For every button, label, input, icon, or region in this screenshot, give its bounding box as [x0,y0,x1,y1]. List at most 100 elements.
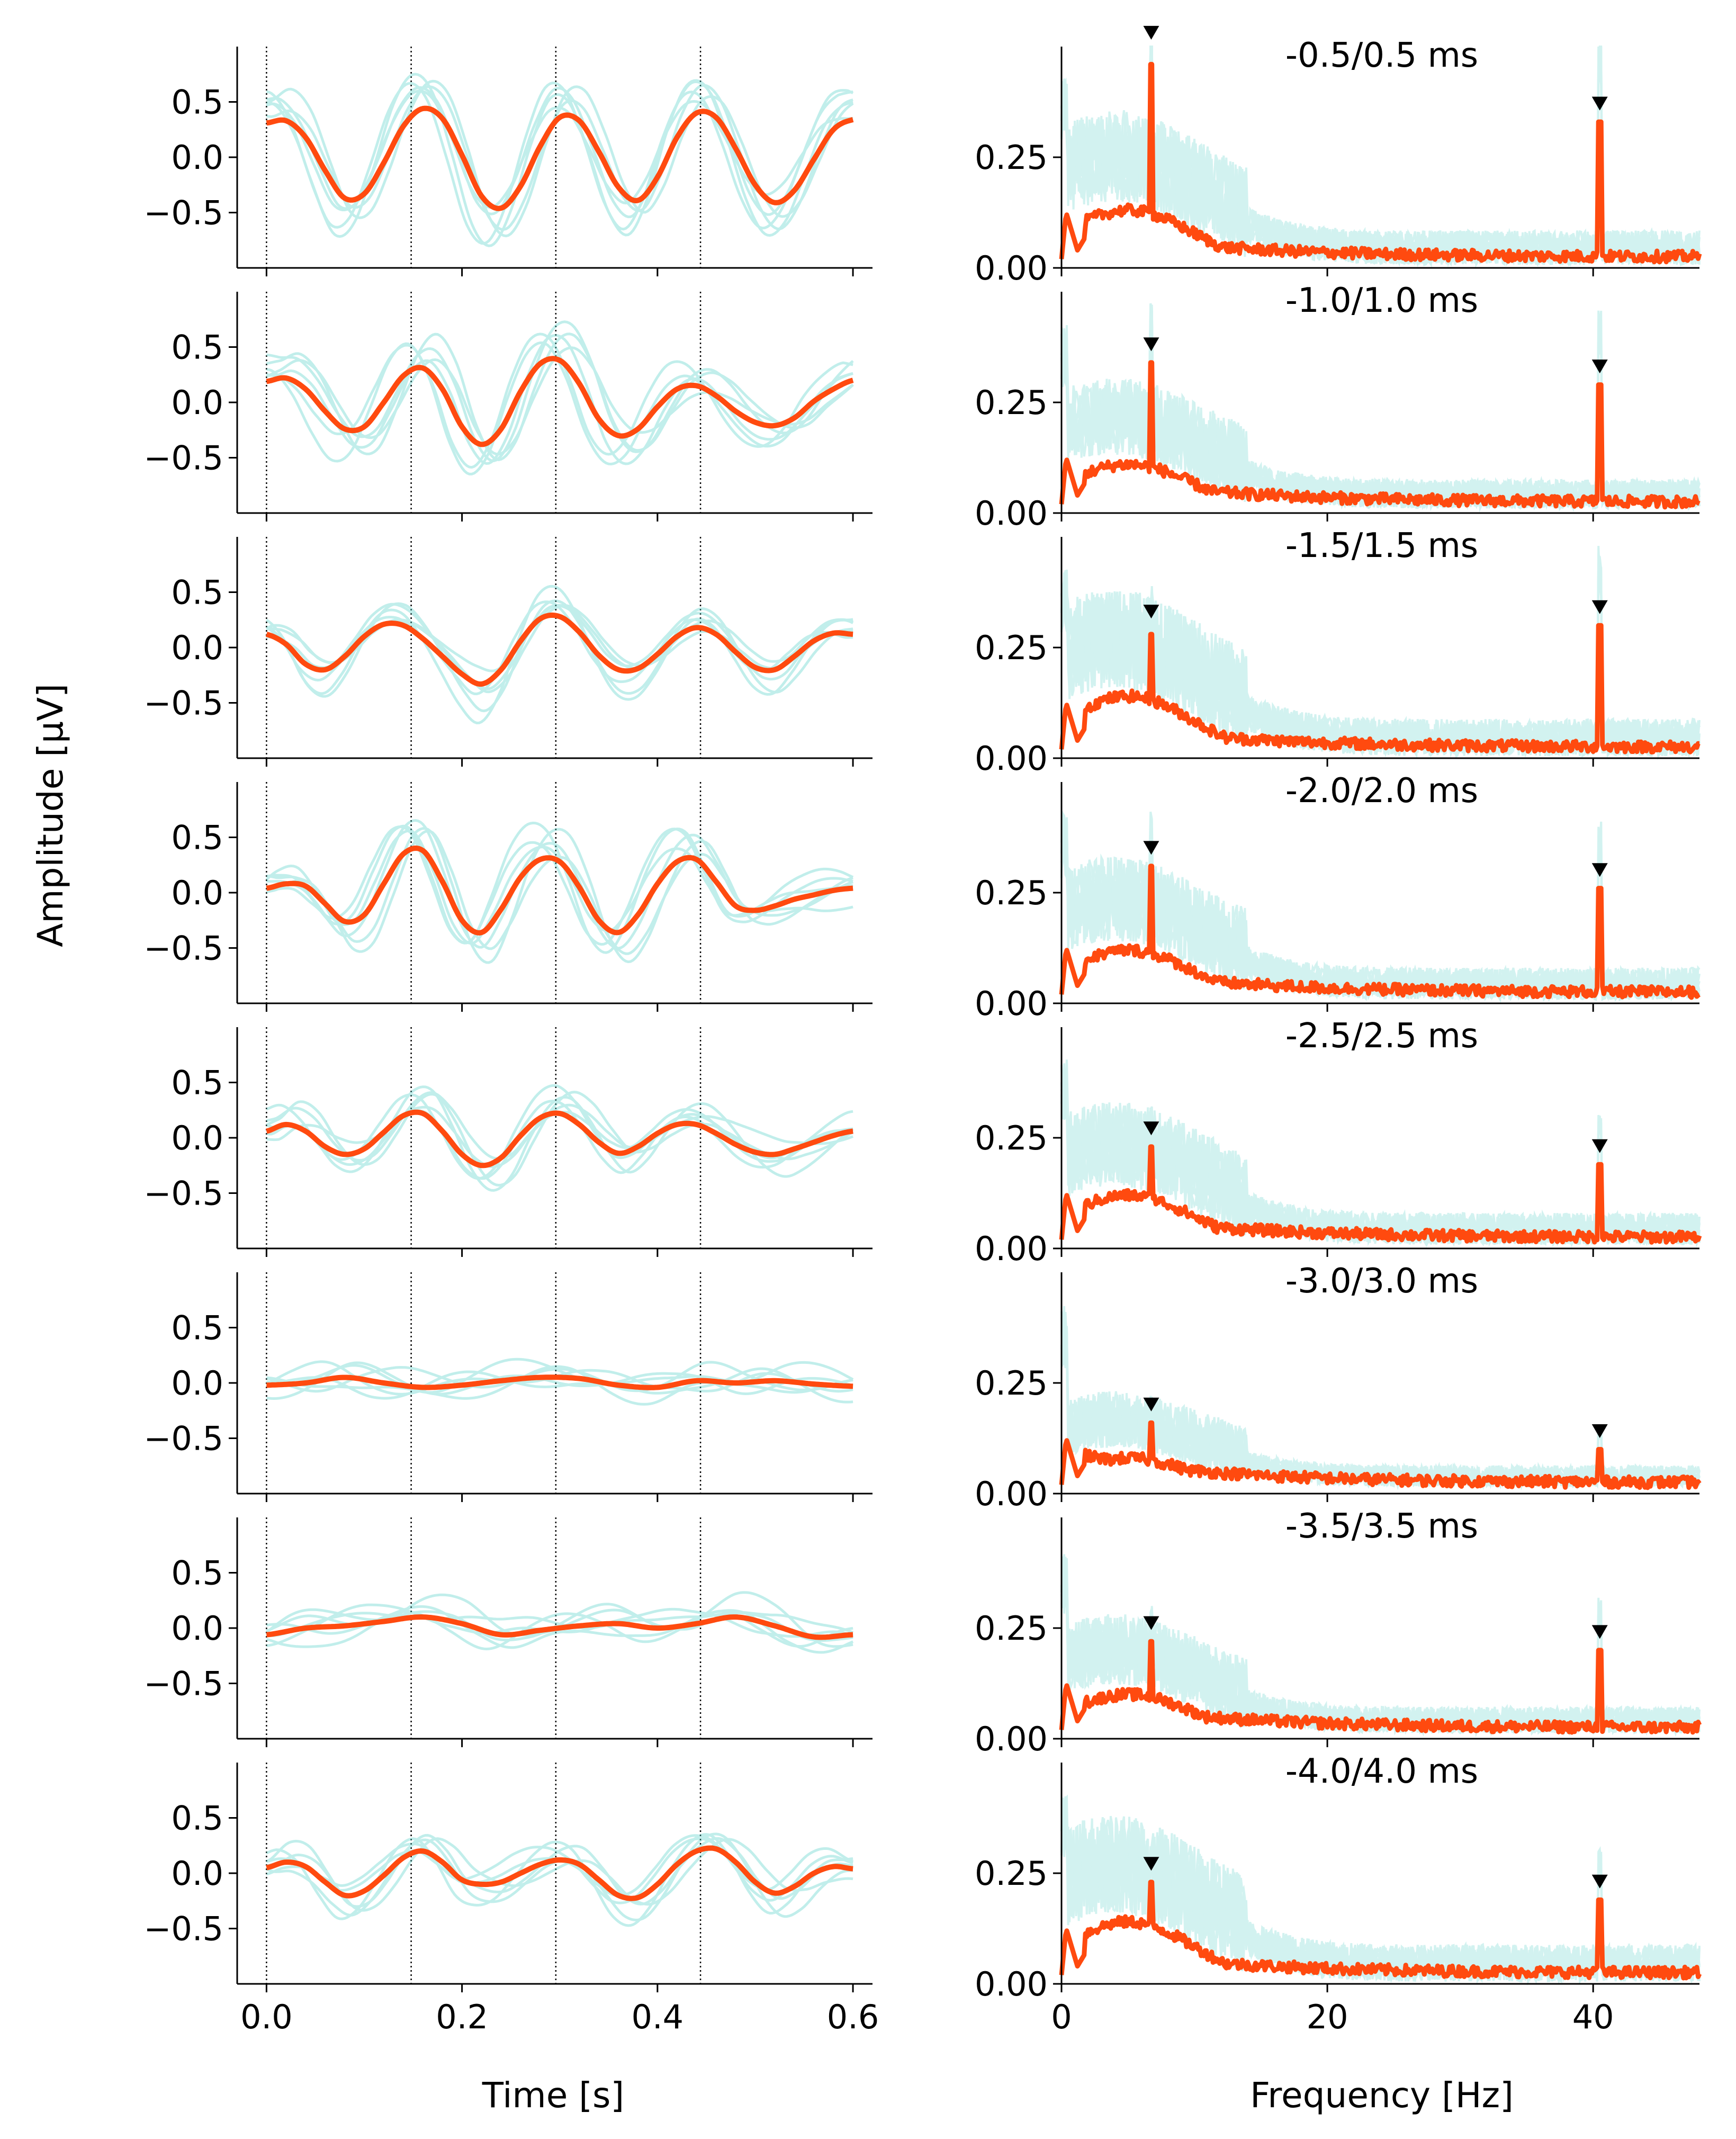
trial-spectrum [1060,46,1701,267]
x-tick-label: 0.2 [436,1998,488,2036]
y-tick-label: 0.0 [171,1609,223,1648]
trial-trace [266,825,853,946]
time-panel-8: 0.5 0.0 −0.5 0.0 0.2 0.4 0.6 [143,1763,879,2036]
panel-grid: 0.50.0−0.50.250.00-0.5/0.5 ms0.50.0−0.50… [143,25,1702,2036]
y-tick-label: 0.00 [975,739,1048,778]
peak-marker [1143,25,1159,40]
y-tick-label: −0.5 [143,1665,223,1703]
average-spectrum [1059,61,1702,265]
left-x-axis-label: Time [s] [482,2075,624,2116]
peak-marker [1143,1616,1159,1630]
right-x-axis-label: Frequency [Hz] [1250,2075,1514,2116]
x-tick-label: 0.6 [827,1998,879,2036]
trial-spectrum [1060,1811,1701,1985]
y-tick-label: 0.5 [171,819,223,857]
average-trace [266,105,854,211]
trial-trace [266,332,854,461]
trial-trace [266,1085,854,1192]
peak-marker [1143,1121,1159,1136]
peak-marker [1591,1139,1608,1153]
y-tick-label: 0.5 [171,83,223,122]
trial-trace [266,1603,853,1647]
trial-spectrum [1060,569,1701,758]
trial-trace [266,346,854,456]
trial-trace [266,73,853,247]
x-tick-label: 40 [1572,1998,1614,2036]
y-tick-label: 0.0 [171,383,223,422]
spectrum-panel-6: 0.25 0.00 -3.0/3.0 ms [975,1262,1702,1513]
trial-trace [265,1603,853,1642]
x-tick-label: 0.0 [240,1998,293,2036]
spectrum-panel-7: 0.25 0.00 -3.5/3.5 ms [975,1507,1702,1758]
y-tick-label: −0.5 [143,684,223,723]
y-tick-label: 0.25 [975,383,1048,422]
trial-traces [266,1084,854,1192]
panel-title: -2.0/2.0 ms [1285,771,1478,811]
spectrum-panel-3: 0.25 0.00 -1.5/1.5 ms [975,526,1701,778]
trial-spectrum [1060,46,1701,268]
y-tick-label: 0.5 [171,1799,223,1838]
trial-spectrum [1060,46,1701,268]
y-tick-label: 0.00 [975,1475,1048,1513]
trial-spectrum [1060,1798,1701,1982]
peak-marker [1591,360,1608,374]
y-tick-label: 0.0 [171,874,223,912]
x-tick-label: 0 [1051,1998,1072,2036]
panel-title: -3.5/3.5 ms [1285,1507,1478,1546]
peak-marker [1591,600,1608,614]
trial-spectrum [1060,1799,1701,1982]
trial-trace [266,341,853,475]
y-tick-label: −0.5 [143,194,223,232]
peak-marker [1591,863,1608,877]
y-tick-label: 0.0 [171,628,223,667]
time-panel-4: 0.5 0.0 −0.5 [143,782,873,1012]
y-tick-label: 0.00 [975,984,1048,1023]
trial-spectra [1060,810,1701,1003]
spectrum-panel-4: 0.25 0.00 -2.0/2.0 ms [975,771,1701,1023]
y-tick-label: 0.25 [975,628,1048,667]
peak-marker [1591,1424,1608,1438]
trial-trace [266,1837,854,1904]
trial-spectrum [1060,1306,1701,1489]
trial-trace [266,1833,853,1927]
average-spectrum [1059,1639,1702,1735]
peak-marker [1591,1874,1608,1889]
y-tick-label: 0.0 [171,1854,223,1893]
y-tick-label: 0.0 [171,138,223,177]
average-spectrum [1059,360,1701,510]
trial-trace [266,1365,853,1406]
time-panel-1: 0.5 0.0 −0.5 [143,47,873,276]
panel-title: -0.5/0.5 ms [1285,36,1478,75]
peak-marker [1143,1397,1159,1412]
trial-spectrum [1060,304,1701,511]
trial-trace [266,1834,853,1908]
y-tick-label: 0.25 [975,138,1048,177]
x-tick-label: 0.4 [632,1998,684,2036]
average-trace [266,1374,854,1390]
peak-marker [1591,96,1608,111]
time-panel-2: 0.5 0.0 −0.5 [143,292,873,522]
panel-title: -3.0/3.0 ms [1285,1262,1478,1301]
time-panel-5: 0.5 0.0 −0.5 [143,1027,873,1257]
trial-spectrum [1060,552,1700,758]
y-tick-label: 0.25 [975,1854,1048,1893]
trial-trace [266,1358,854,1394]
trial-spectrum [1060,815,1701,1002]
y-tick-label: 0.0 [171,1364,223,1403]
trial-trace [266,82,853,245]
trial-spectrum [1060,1343,1701,1489]
trial-spectrum [1060,1794,1701,1985]
time-panel-7: 0.5 0.0 −0.5 [143,1517,873,1747]
trial-spectrum [1060,816,1700,1002]
y-tick-label: 0.00 [975,494,1048,533]
trial-trace [266,604,854,672]
x-tick-label: 20 [1307,1998,1348,2036]
spectrum-panel-1: 0.25 0.00 -0.5/0.5 ms [975,25,1702,287]
trial-trace [266,84,853,231]
spectrum-panel-2: 0.25 0.00 -1.0/1.0 ms [975,281,1701,533]
trial-trace [266,827,853,964]
peak-marker [1143,841,1159,855]
time-panel-3: 0.5 0.0 −0.5 [143,537,873,767]
spectrum-panel-5: 0.25 0.00 -2.5/2.5 ms [975,1017,1702,1268]
